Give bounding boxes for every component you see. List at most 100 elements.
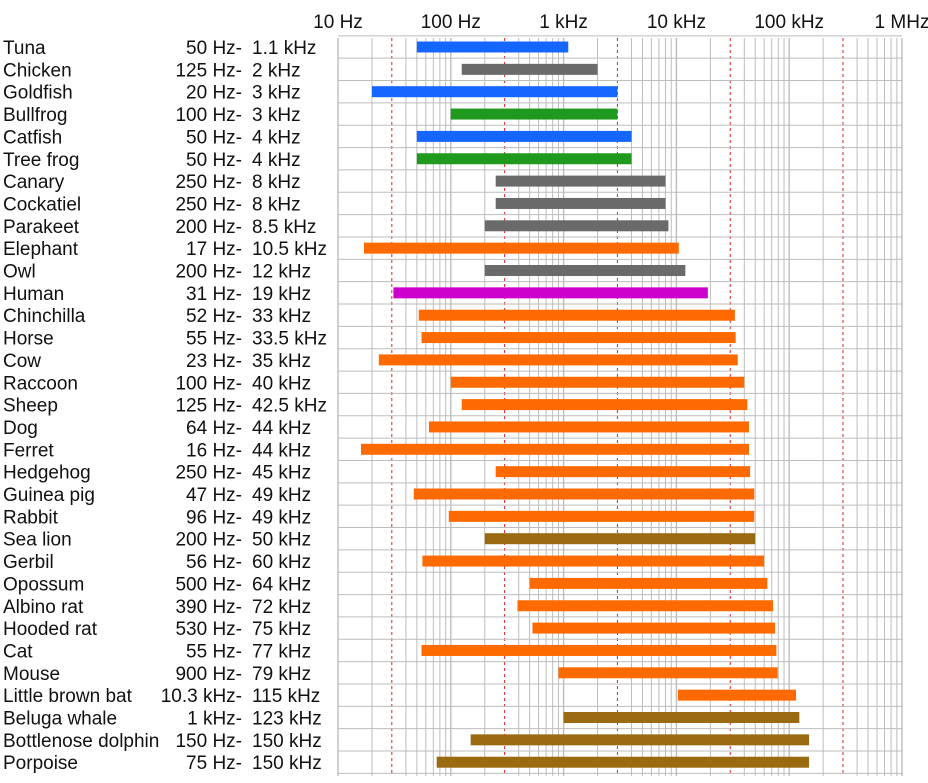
animal-name-label: Tree frog <box>3 150 79 171</box>
animal-name-label: Chicken <box>3 60 72 81</box>
bar-little-brown-bat <box>677 689 797 701</box>
high-frequency-label: 35 kHz <box>252 351 311 372</box>
low-frequency-label: 50 Hz- <box>186 38 242 59</box>
bar-canary <box>495 175 666 187</box>
low-frequency-label: 10.3 kHz- <box>161 686 242 707</box>
animal-name-label: Bottlenose dolphin <box>3 731 159 752</box>
bar-gerbil <box>422 555 765 567</box>
low-frequency-label: 55 Hz- <box>186 641 242 662</box>
high-frequency-label: 60 kHz <box>252 552 311 573</box>
low-frequency-label: 16 Hz- <box>186 440 242 461</box>
low-frequency-label: 50 Hz- <box>186 150 242 171</box>
low-frequency-label: 500 Hz- <box>175 574 242 595</box>
animal-name-label: Goldfish <box>3 83 73 104</box>
high-frequency-label: 115 kHz <box>252 686 320 707</box>
bar-parakeet <box>484 220 669 232</box>
low-frequency-label: 100 Hz- <box>175 105 242 126</box>
animal-name-label: Elephant <box>3 239 79 260</box>
high-frequency-label: 45 kHz <box>252 463 311 484</box>
bars-layer <box>361 41 810 768</box>
x-tick-label: 1 MHz <box>875 12 928 33</box>
high-frequency-label: 44 kHz <box>252 440 311 461</box>
bar-elephant <box>363 242 679 254</box>
animal-name-label: Human <box>3 284 64 305</box>
x-tick-label: 100 Hz <box>421 12 481 33</box>
low-frequency-label: 1 kHz- <box>187 709 242 730</box>
high-frequency-label: 64 kHz <box>252 574 311 595</box>
low-frequency-label: 23 Hz- <box>186 351 242 372</box>
high-frequency-label: 2 kHz <box>252 60 301 81</box>
animal-name-label: Canary <box>3 172 65 193</box>
low-frequency-label: 250 Hz- <box>175 194 242 215</box>
animal-name-label: Tuna <box>3 38 46 59</box>
bar-beluga-whale <box>563 712 800 723</box>
bar-tuna <box>416 41 569 53</box>
bar-horse <box>421 332 736 344</box>
low-frequency-label: 250 Hz- <box>175 172 242 193</box>
low-frequency-label: 17 Hz- <box>186 239 242 260</box>
animal-name-label: Cockatiel <box>3 194 81 215</box>
animal-name-label: Dog <box>3 418 38 439</box>
low-frequency-label: 200 Hz- <box>175 262 242 283</box>
x-tick-label: 10 kHz <box>647 12 706 33</box>
bar-rabbit <box>448 510 755 522</box>
high-frequency-label: 49 kHz <box>252 485 311 506</box>
high-frequency-label: 42.5 kHz <box>252 396 327 417</box>
animal-name-label: Ferret <box>3 440 54 461</box>
bar-tree-frog <box>416 153 632 165</box>
animal-name-label: Parakeet <box>3 217 80 238</box>
animal-name-label: Rabbit <box>3 507 59 528</box>
high-frequency-label: 75 kHz <box>252 619 311 640</box>
bar-cat <box>421 644 777 656</box>
bar-cow <box>378 354 738 366</box>
animal-name-label: Opossum <box>3 574 84 595</box>
high-frequency-label: 10.5 kHz <box>252 239 327 260</box>
bar-mouse <box>558 667 778 679</box>
bar-albino-rat <box>517 600 774 612</box>
high-frequency-label: 12 kHz <box>252 262 311 283</box>
low-frequency-label: 200 Hz- <box>175 217 242 238</box>
high-frequency-label: 123 kHz <box>252 709 322 730</box>
low-frequency-label: 47 Hz- <box>186 485 242 506</box>
row-labels-layer: Tuna 50 Hz- 1.1 kHz Chicken 125 Hz- 2 kHz Gold… <box>3 38 327 774</box>
animal-name-label: Chinchilla <box>3 306 86 327</box>
low-frequency-label: 900 Hz- <box>175 664 242 685</box>
x-tick-label: 10 Hz <box>313 12 363 33</box>
low-frequency-label: 125 Hz- <box>175 60 242 81</box>
bar-hooded-rat <box>532 622 776 634</box>
low-frequency-label: 31 Hz- <box>186 284 242 305</box>
animal-name-label: Catfish <box>3 127 62 148</box>
high-frequency-label: 8 kHz <box>252 172 301 193</box>
high-frequency-label: 44 kHz <box>252 418 311 439</box>
low-frequency-label: 75 Hz- <box>186 753 242 774</box>
high-frequency-label: 4 kHz <box>252 127 301 148</box>
low-frequency-label: 125 Hz- <box>175 396 242 417</box>
high-frequency-label: 1.1 kHz <box>252 38 316 59</box>
high-frequency-label: 8 kHz <box>252 194 301 215</box>
animal-name-label: Horse <box>3 329 54 350</box>
high-frequency-label: 19 kHz <box>252 284 311 305</box>
bar-ferret <box>361 443 749 455</box>
low-frequency-label: 100 Hz- <box>175 373 242 394</box>
high-frequency-label: 33.5 kHz <box>252 329 327 350</box>
high-frequency-label: 3 kHz <box>252 83 301 104</box>
animal-name-label: Cat <box>3 641 33 662</box>
high-frequency-label: 72 kHz <box>252 597 311 618</box>
low-frequency-label: 150 Hz- <box>175 731 242 752</box>
bar-goldfish <box>371 86 618 98</box>
bar-human <box>393 287 708 299</box>
x-tick-label: 1 kHz <box>539 12 588 33</box>
low-frequency-label: 56 Hz- <box>186 552 242 573</box>
animal-name-label: Sheep <box>3 396 58 417</box>
animal-name-label: Cow <box>3 351 41 372</box>
low-frequency-label: 64 Hz- <box>186 418 242 439</box>
x-tick-label: 100 kHz <box>754 12 824 33</box>
low-frequency-label: 52 Hz- <box>186 306 242 327</box>
bar-hedgehog <box>495 466 751 478</box>
low-frequency-label: 50 Hz- <box>186 127 242 148</box>
x-axis-tick-labels: 10 Hz 100 Hz 1 kHz 10 kHz 100 kHz 1 MHz <box>313 12 928 33</box>
bar-cockatiel <box>495 197 666 209</box>
animal-name-label: Hooded rat <box>3 619 98 640</box>
